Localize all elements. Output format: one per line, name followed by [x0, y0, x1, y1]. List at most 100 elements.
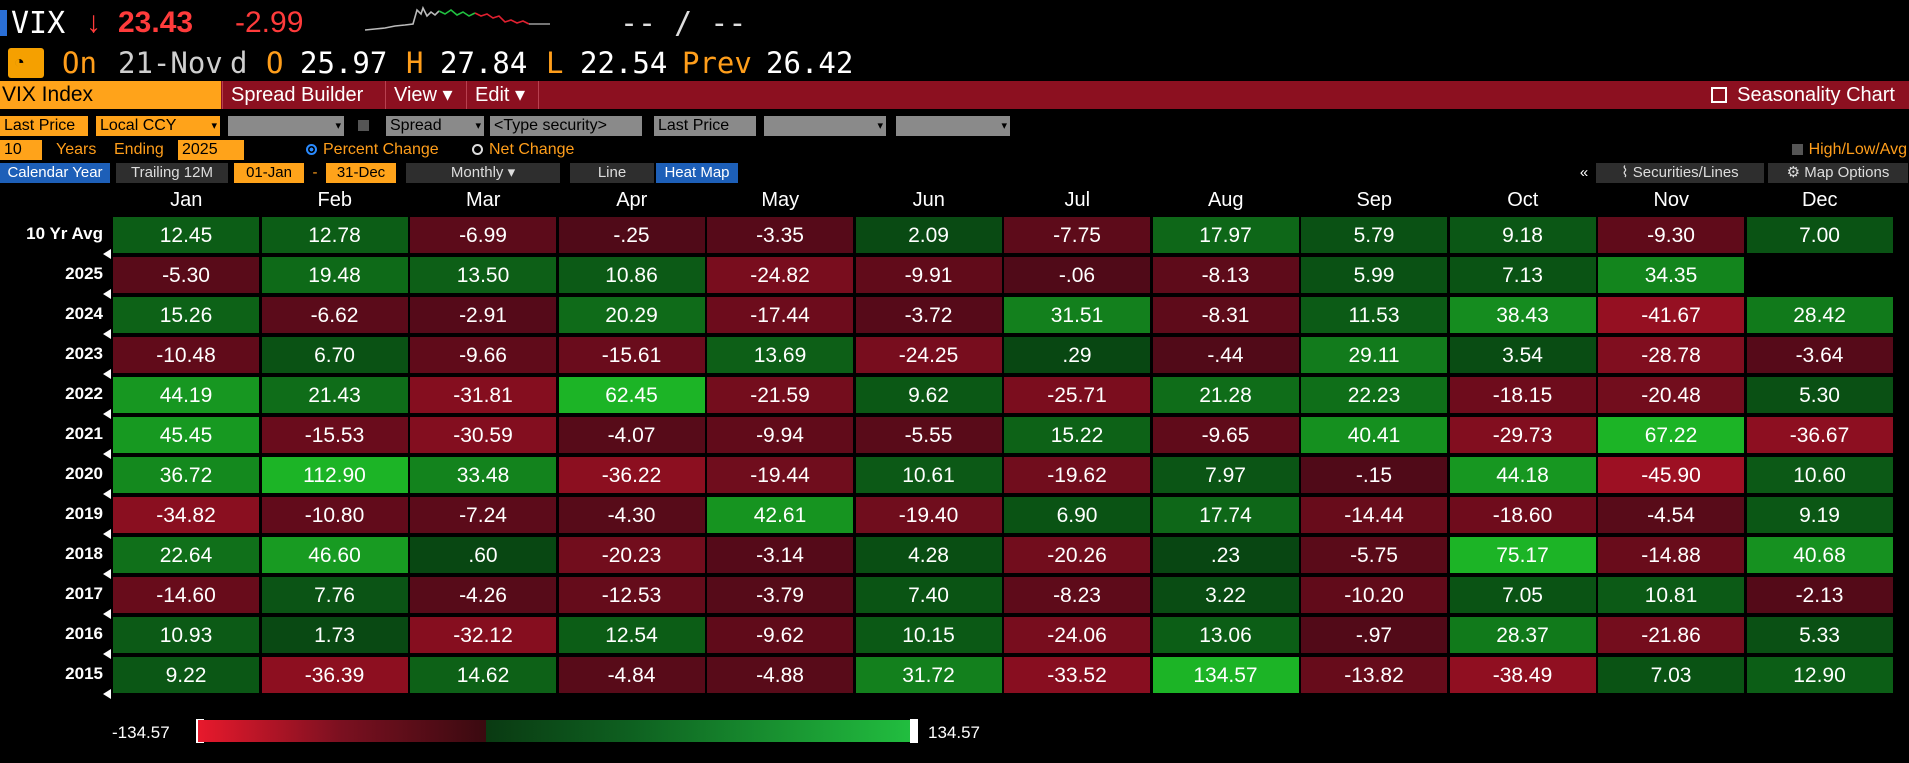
heatmap-cell[interactable]: 15.26 — [112, 296, 260, 334]
heatmap-cell[interactable]: 5.33 — [1745, 616, 1894, 654]
heatmap-cell[interactable]: -20.48 — [1597, 376, 1745, 414]
heatmap-cell[interactable]: -38.49 — [1448, 656, 1597, 694]
heatmap-cell[interactable]: -10.80 — [260, 496, 409, 534]
heatmap-cell[interactable]: 10.93 — [112, 616, 260, 654]
heatmap-cell[interactable]: -20.23 — [557, 536, 706, 574]
period-select[interactable]: Monthly ▾ — [406, 163, 560, 183]
heatmap-cell[interactable]: -9.94 — [706, 416, 854, 454]
heatmap-cell[interactable]: 3.22 — [1151, 576, 1300, 614]
net-change-radio[interactable]: Net Change — [472, 140, 574, 160]
heatmap-cell[interactable]: -.06 — [1003, 256, 1151, 294]
heatmap-cell[interactable]: 4.28 — [854, 536, 1003, 574]
heatmap-cell[interactable]: -5.55 — [854, 416, 1003, 454]
empty-select-1[interactable] — [228, 116, 344, 136]
heatmap-cell[interactable]: -3.14 — [706, 536, 854, 574]
percent-change-radio[interactable]: Percent Change — [306, 140, 439, 160]
security-field[interactable]: VIX Index — [0, 81, 221, 109]
heatmap-cell[interactable]: -5.75 — [1300, 536, 1448, 574]
heatmap-cell[interactable]: 5.99 — [1300, 256, 1448, 294]
spread-checkbox[interactable] — [358, 116, 375, 136]
heatmap-cell[interactable]: 31.72 — [854, 656, 1003, 694]
heatmap-cell[interactable]: 28.42 — [1745, 296, 1894, 334]
heatmap-cell[interactable]: 40.68 — [1745, 536, 1894, 574]
heatmap-cell[interactable]: 10.60 — [1745, 456, 1894, 494]
heatmap-cell[interactable]: 7.97 — [1151, 456, 1300, 494]
heatmap-cell[interactable]: -17.44 — [706, 296, 854, 334]
heatmap-cell[interactable]: -14.44 — [1300, 496, 1448, 534]
heatmap-cell[interactable]: 13.69 — [706, 336, 854, 374]
heatmap-cell[interactable]: -3.72 — [854, 296, 1003, 334]
heatmap-cell[interactable]: -36.22 — [557, 456, 706, 494]
heatmap-cell[interactable]: -33.52 — [1003, 656, 1151, 694]
heatmap-cell[interactable]: 3.54 — [1448, 336, 1597, 374]
heatmap-cell[interactable]: 6.90 — [1003, 496, 1151, 534]
to-date-input[interactable]: 31-Dec — [326, 163, 396, 183]
heatmap-cell[interactable]: -21.59 — [706, 376, 854, 414]
trailing-12m-tab[interactable]: Trailing 12M — [116, 163, 228, 183]
heatmap-cell[interactable]: -9.30 — [1597, 216, 1745, 254]
heatmap-cell[interactable]: -31.81 — [409, 376, 557, 414]
heatmap-cell[interactable]: -32.12 — [409, 616, 557, 654]
heatmap-cell[interactable]: -28.78 — [1597, 336, 1745, 374]
calendar-year-tab[interactable]: Calendar Year — [0, 163, 110, 183]
heatmap-cell[interactable]: -13.82 — [1300, 656, 1448, 694]
heatmap-cell[interactable]: 9.18 — [1448, 216, 1597, 254]
heatmap-cell[interactable]: 11.53 — [1300, 296, 1448, 334]
heatmap-cell[interactable]: 19.48 — [260, 256, 409, 294]
heatmap-cell[interactable]: -5.30 — [112, 256, 260, 294]
heatmap-cell[interactable]: -15.61 — [557, 336, 706, 374]
heatmap-cell[interactable]: -20.26 — [1003, 536, 1151, 574]
heatmap-cell[interactable]: 17.97 — [1151, 216, 1300, 254]
heatmap-cell[interactable]: .60 — [409, 536, 557, 574]
heatmap-cell[interactable]: -6.62 — [260, 296, 409, 334]
heatmap-cell[interactable]: -4.26 — [409, 576, 557, 614]
high-low-avg-checkbox[interactable]: High/Low/Avg — [1791, 140, 1907, 160]
heatmap-cell[interactable]: 15.22 — [1003, 416, 1151, 454]
heatmap-cell[interactable]: 28.37 — [1448, 616, 1597, 654]
heatmap-cell[interactable]: -4.88 — [706, 656, 854, 694]
heatmap-cell[interactable]: 67.22 — [1597, 416, 1745, 454]
heatmap-cell[interactable]: .29 — [1003, 336, 1151, 374]
heatmap-cell[interactable]: -30.59 — [409, 416, 557, 454]
heatmap-cell[interactable]: 38.43 — [1448, 296, 1597, 334]
heatmap-cell[interactable]: -8.13 — [1151, 256, 1300, 294]
heatmap-cell[interactable]: -4.30 — [557, 496, 706, 534]
type-security-input[interactable]: <Type security> — [490, 116, 642, 136]
ending-year-stepper[interactable]: 2025 — [178, 140, 244, 160]
heatmap-cell[interactable] — [1745, 256, 1894, 294]
heatmap-cell[interactable]: -14.88 — [1597, 536, 1745, 574]
heatmap-cell[interactable]: -45.90 — [1597, 456, 1745, 494]
heatmap-cell[interactable]: 13.50 — [409, 256, 557, 294]
heatmap-cell[interactable]: 7.05 — [1448, 576, 1597, 614]
heatmap-cell[interactable]: 13.06 — [1151, 616, 1300, 654]
heatmap-cell[interactable]: 7.40 — [854, 576, 1003, 614]
heatmap-cell[interactable]: 12.45 — [112, 216, 260, 254]
ticker-symbol[interactable]: VIX — [11, 6, 66, 41]
heatmap-cell[interactable]: 75.17 — [1448, 536, 1597, 574]
heatmap-cell[interactable]: -18.15 — [1448, 376, 1597, 414]
empty-select-2[interactable] — [764, 116, 886, 136]
heatmap-cell[interactable]: -9.62 — [706, 616, 854, 654]
heatmap-cell[interactable]: -8.31 — [1151, 296, 1300, 334]
heatmap-cell[interactable]: 6.70 — [260, 336, 409, 374]
heatmap-cell[interactable]: -36.39 — [260, 656, 409, 694]
collapse-chevron-icon[interactable]: « — [1579, 164, 1589, 181]
heatmap-cell[interactable]: 9.22 — [112, 656, 260, 694]
map-options-button[interactable]: ⚙ Map Options — [1768, 163, 1908, 183]
heatmap-cell[interactable]: -21.86 — [1597, 616, 1745, 654]
currency-select[interactable]: Local CCY — [96, 116, 220, 136]
heatmap-cell[interactable]: 7.03 — [1597, 656, 1745, 694]
heatmap-cell[interactable]: 17.74 — [1151, 496, 1300, 534]
heatmap-cell[interactable]: 33.48 — [409, 456, 557, 494]
heatmap-cell[interactable]: -9.65 — [1151, 416, 1300, 454]
heatmap-cell[interactable]: -15.53 — [260, 416, 409, 454]
heatmap-cell[interactable]: -9.66 — [409, 336, 557, 374]
heatmap-cell[interactable]: 5.30 — [1745, 376, 1894, 414]
heatmap-cell[interactable]: 1.73 — [260, 616, 409, 654]
heatmap-cell[interactable]: -7.24 — [409, 496, 557, 534]
heatmap-cell[interactable]: -.44 — [1151, 336, 1300, 374]
from-date-input[interactable]: 01-Jan — [234, 163, 304, 183]
heatmap-cell[interactable]: 40.41 — [1300, 416, 1448, 454]
heatmap-cell[interactable]: 14.62 — [409, 656, 557, 694]
heatmap-cell[interactable]: -14.60 — [112, 576, 260, 614]
